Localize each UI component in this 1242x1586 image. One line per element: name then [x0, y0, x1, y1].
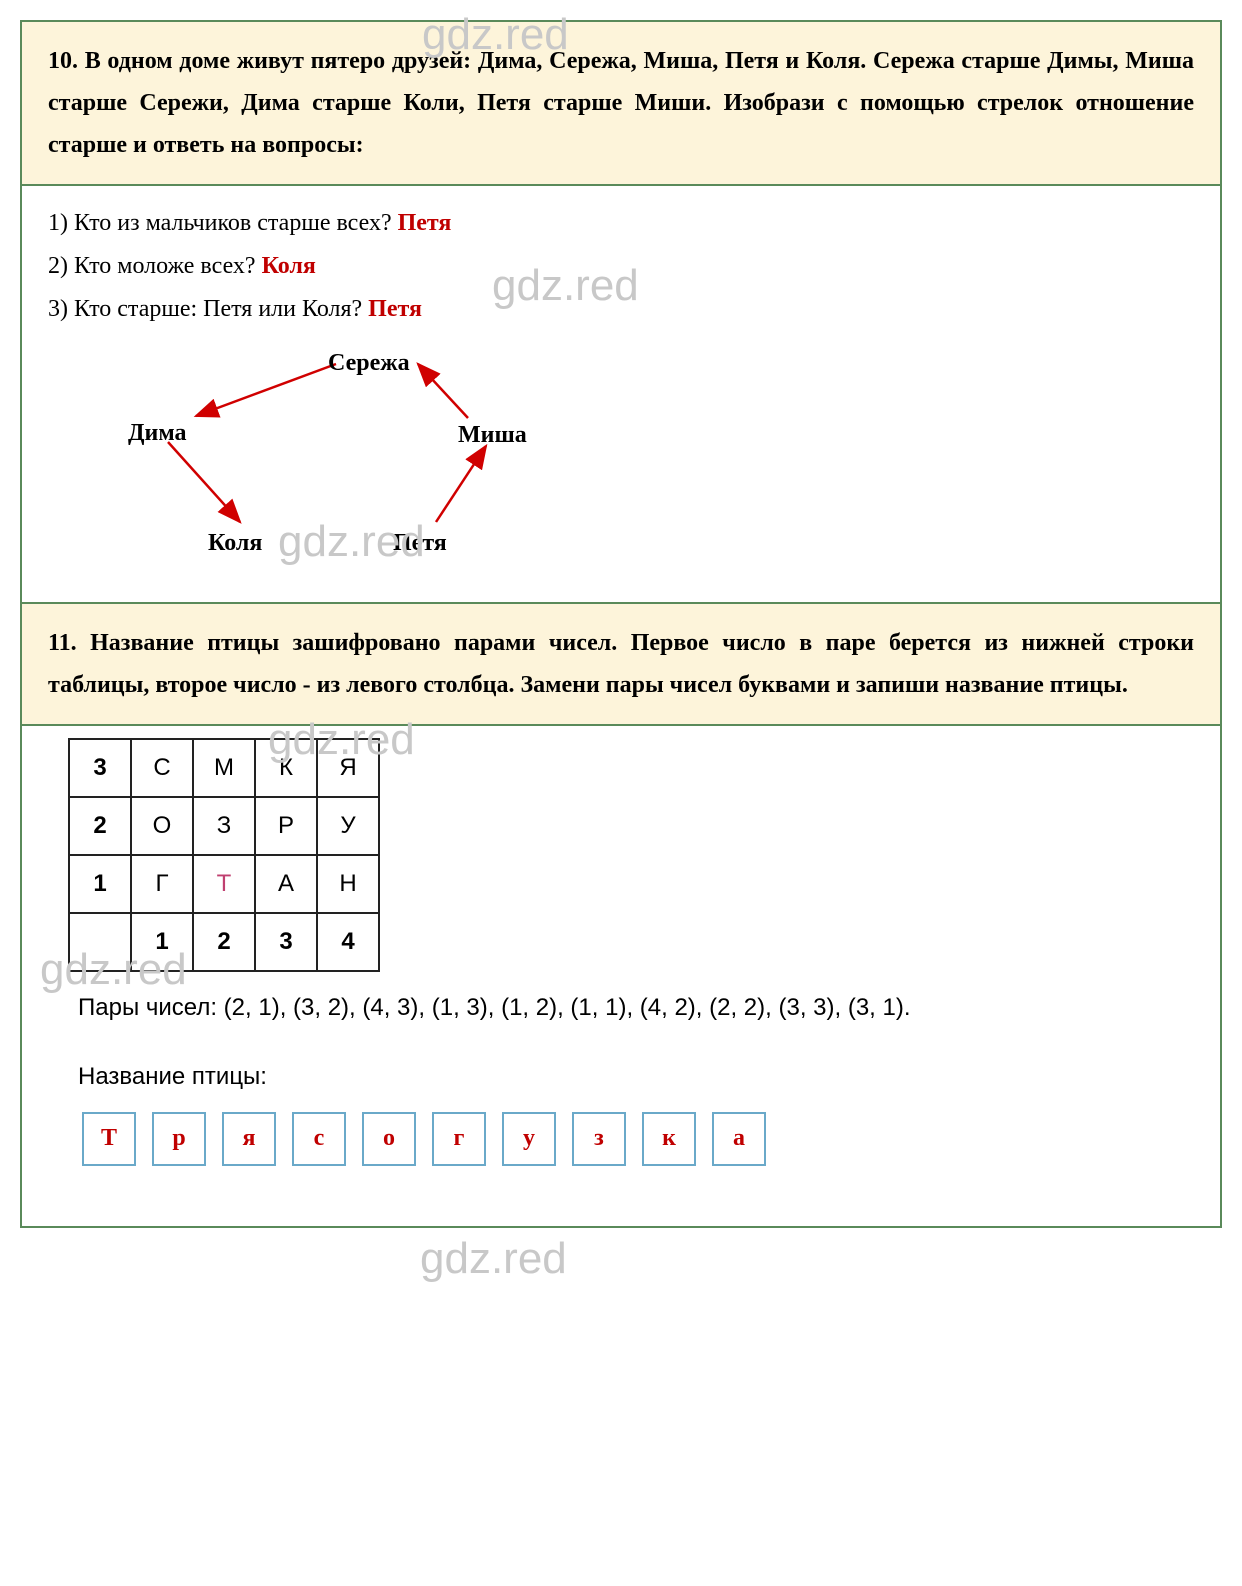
- question-1: 1) Кто из мальчиков старше всех? Петя: [48, 202, 1194, 245]
- page-frame: gdz.red 10. В одном доме живут пятеро др…: [20, 20, 1222, 1228]
- node-petya: Петя: [393, 522, 447, 565]
- problem-11-content: gdz.red gdz.red 3СМКЯ2ОЗРУ1ГТАН1234 Пары…: [22, 726, 1220, 1226]
- q1-answer: Петя: [398, 210, 452, 236]
- q2-text: 2) Кто моложе всех?: [48, 253, 262, 279]
- q3-answer: Петя: [368, 296, 422, 322]
- edge-serezha-dima: [196, 364, 336, 416]
- cipher-cell: Р: [255, 797, 317, 855]
- col-footer: 4: [317, 913, 379, 971]
- cipher-cell: З: [193, 797, 255, 855]
- answer-letter: Т: [82, 1112, 136, 1166]
- node-dima: Дима: [128, 412, 187, 455]
- problem-11-header: 11. Название птицы зашифровано парами чи…: [22, 602, 1220, 726]
- pairs-values: (2, 1), (3, 2), (4, 3), (1, 3), (1, 2), …: [224, 994, 911, 1021]
- problem-10-content: gdz.red 1) Кто из мальчиков старше всех?…: [22, 186, 1220, 602]
- col-footer: 1: [131, 913, 193, 971]
- col-footer: 2: [193, 913, 255, 971]
- row-header: [69, 913, 131, 971]
- node-serezha: Сережа: [328, 342, 410, 385]
- cipher-cell: О: [131, 797, 193, 855]
- answer-boxes: Трясогузка: [82, 1112, 1194, 1166]
- cipher-cell: М: [193, 739, 255, 797]
- answer-letter: а: [712, 1112, 766, 1166]
- cipher-cell: К: [255, 739, 317, 797]
- node-misha: Миша: [458, 414, 527, 457]
- cipher-cell: Г: [131, 855, 193, 913]
- col-footer: 3: [255, 913, 317, 971]
- q1-text: 1) Кто из мальчиков старше всех?: [48, 210, 398, 236]
- edge-petya-misha: [436, 446, 486, 522]
- answer-letter: с: [292, 1112, 346, 1166]
- row-header: 1: [69, 855, 131, 913]
- cipher-cell: Н: [317, 855, 379, 913]
- row-header: 2: [69, 797, 131, 855]
- cipher-cell: Я: [317, 739, 379, 797]
- answer-letter: р: [152, 1112, 206, 1166]
- watermark: gdz.red: [420, 1234, 1242, 1284]
- q2-answer: Коля: [262, 253, 316, 279]
- edge-misha-serezha: [418, 364, 468, 418]
- pairs-line: Пары чисел: (2, 1), (3, 2), (4, 3), (1, …: [78, 986, 1194, 1029]
- answer-label: Название птицы:: [78, 1055, 1194, 1098]
- answer-letter: о: [362, 1112, 416, 1166]
- question-2: 2) Кто моложе всех? Коля: [48, 245, 1194, 288]
- cipher-cell: С: [131, 739, 193, 797]
- answer-letter: з: [572, 1112, 626, 1166]
- age-diagram: gdz.red СережаДимаМишаКоляПетя: [88, 342, 648, 572]
- answer-letter: к: [642, 1112, 696, 1166]
- cipher-cell: А: [255, 855, 317, 913]
- cipher-cell: Т: [193, 855, 255, 913]
- cipher-cell: У: [317, 797, 379, 855]
- answer-letter: я: [222, 1112, 276, 1166]
- answer-letter: у: [502, 1112, 556, 1166]
- cipher-table: 3СМКЯ2ОЗРУ1ГТАН1234: [68, 738, 380, 972]
- problem-10-header: 10. В одном доме живут пятеро друзей: Ди…: [22, 22, 1220, 186]
- pairs-label: Пары чисел:: [78, 994, 224, 1021]
- node-kolya: Коля: [208, 522, 262, 565]
- q3-text: 3) Кто старше: Петя или Коля?: [48, 296, 368, 322]
- row-header: 3: [69, 739, 131, 797]
- question-3: 3) Кто старше: Петя или Коля? Петя: [48, 288, 1194, 331]
- answer-letter: г: [432, 1112, 486, 1166]
